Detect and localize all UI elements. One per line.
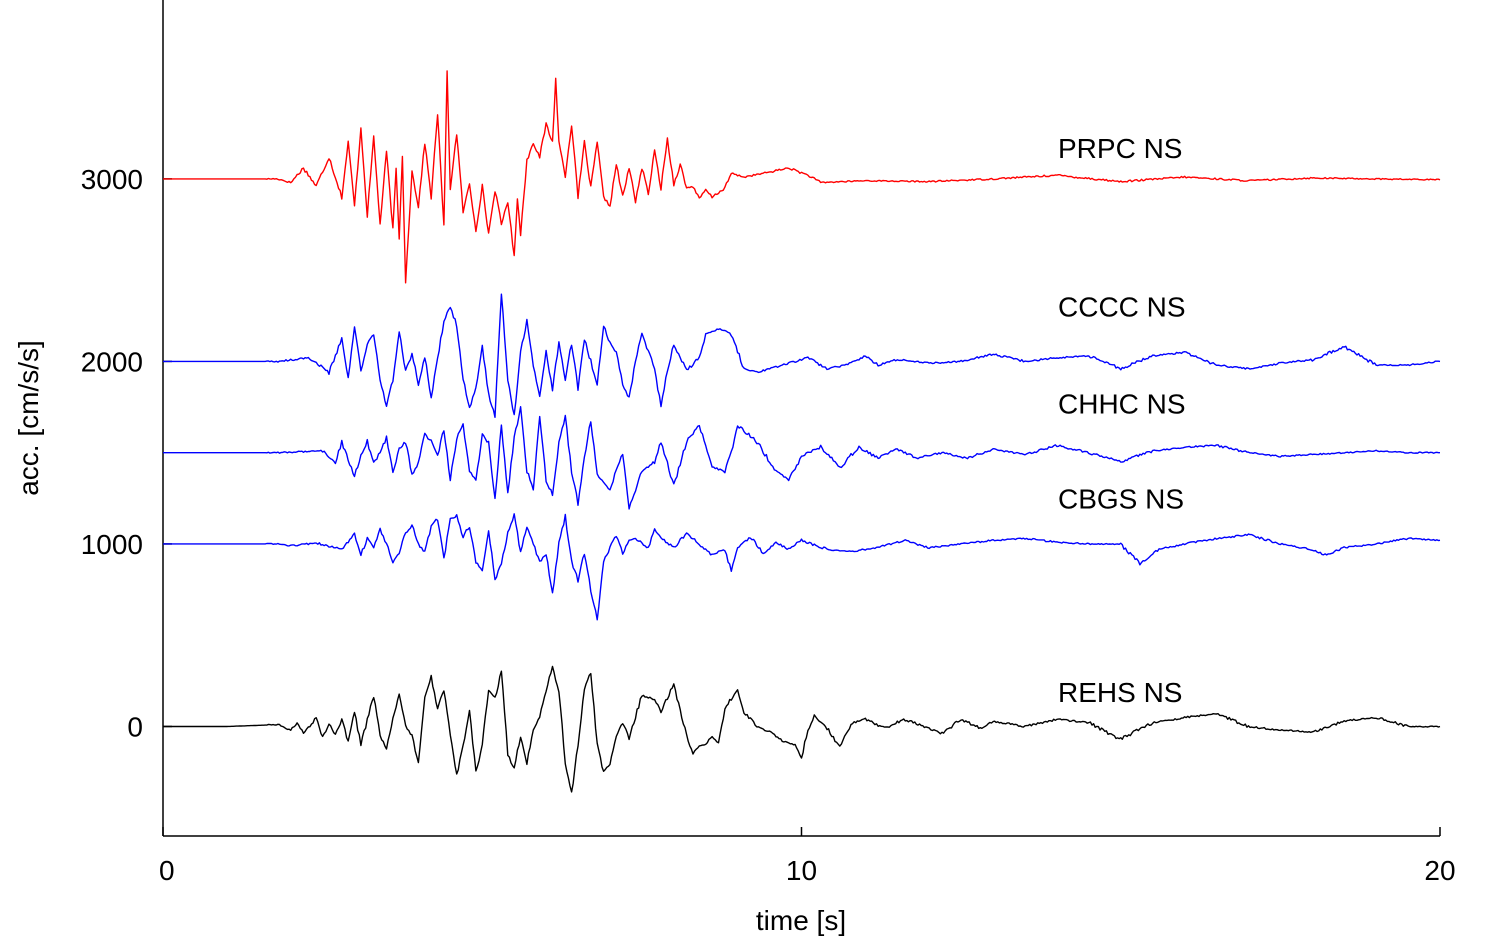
x-tick-label: 20	[1424, 855, 1455, 886]
series-line	[163, 294, 1440, 417]
y-tick-label: 1000	[81, 529, 143, 560]
series-line	[163, 407, 1440, 509]
series-label: REHS NS	[1058, 677, 1182, 708]
x-axis-title: time [s]	[756, 905, 846, 936]
series-line	[163, 71, 1440, 283]
series-line	[163, 514, 1440, 620]
series-labels: PRPC NS CCCC NS CHHC NS CBGS NS REHS NS	[1058, 133, 1186, 708]
y-tick-label: 2000	[81, 346, 143, 377]
series-line	[163, 666, 1440, 792]
y-axis-title: acc. [cm/s/s]	[13, 340, 44, 496]
x-tick-label: 10	[786, 855, 817, 886]
series-label: CBGS NS	[1058, 483, 1184, 514]
x-tick-label: 0	[159, 855, 175, 886]
series-label: CCCC NS	[1058, 292, 1186, 323]
y-tick-label: 0	[127, 711, 143, 742]
y-tick-label: 3000	[81, 164, 143, 195]
series-layer	[163, 71, 1440, 792]
series-label: CHHC NS	[1058, 388, 1186, 419]
series-label: PRPC NS	[1058, 133, 1182, 164]
plot-axes	[163, 0, 1440, 836]
axis-ticks: 0 1000 2000 3000 0 10 20	[81, 164, 1456, 886]
